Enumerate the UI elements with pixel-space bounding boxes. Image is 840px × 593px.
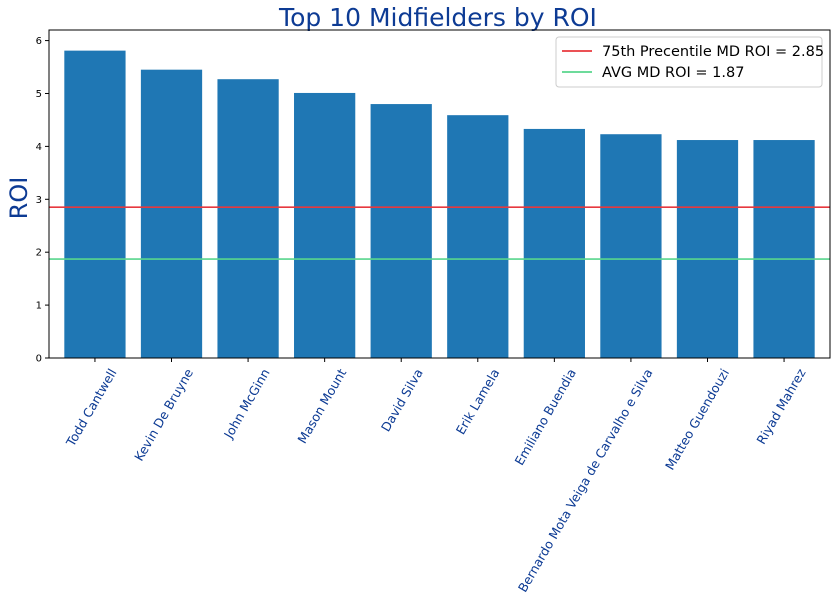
bar xyxy=(753,140,815,358)
y-tick-label: 0 xyxy=(36,354,42,365)
y-axis-label: ROI xyxy=(5,177,33,220)
y-tick-label: 2 xyxy=(36,248,42,259)
x-tick-label: Todd Cantwell xyxy=(63,366,120,450)
bar xyxy=(370,104,432,358)
legend: 75th Precentile MD ROI = 2.85 AVG MD ROI … xyxy=(555,36,824,88)
bar xyxy=(64,50,126,358)
legend-label: 75th Precentile MD ROI = 2.85 xyxy=(602,44,824,60)
y-tick-label: 4 xyxy=(36,142,42,153)
y-tick-label: 3 xyxy=(36,195,42,206)
plot-area: 0 1 2 3 4 5 6 Todd Cantwell Kevin De Bruyne John … xyxy=(36,29,831,593)
x-tick-label: Riyad Mahrez xyxy=(753,366,809,447)
bar xyxy=(294,92,356,359)
bar xyxy=(217,79,279,358)
bar xyxy=(523,128,585,358)
bar xyxy=(140,69,203,358)
plot-frame xyxy=(48,29,831,359)
x-tick-label: John McGinn xyxy=(220,366,272,442)
x-tick-label: David Silva xyxy=(378,366,426,434)
bar xyxy=(676,140,739,358)
x-tick-label: Matteo Guendouzi xyxy=(662,366,732,473)
legend-label: AVG MD ROI = 1.87 xyxy=(602,65,744,81)
legend-box xyxy=(555,36,823,88)
bar xyxy=(600,134,662,358)
x-tick-label: Emiliano Buendia xyxy=(512,366,579,468)
x-tick-label: Kevin De Bruyne xyxy=(131,366,196,464)
chart-title: Top 10 Midfielders by ROI xyxy=(278,3,597,32)
x-tick-label: Erik Lamela xyxy=(453,366,503,437)
x-tick-label: Bernardo Mota Veiga de Carvalho e Silva xyxy=(515,366,656,593)
y-tick-label: 6 xyxy=(36,36,42,47)
bar xyxy=(447,115,509,358)
x-tick-label: Mason Mount xyxy=(294,366,349,446)
y-tick-label: 1 xyxy=(36,301,42,312)
y-tick-label: 5 xyxy=(36,89,42,100)
